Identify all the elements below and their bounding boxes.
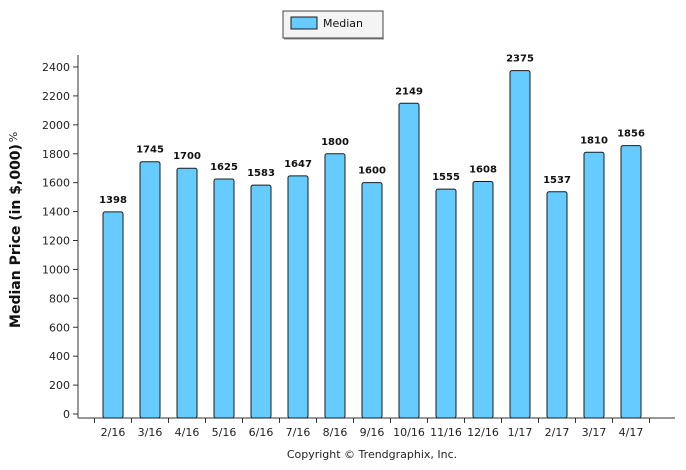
data-label-2-16: 1398 [99,195,127,206]
bar-1-17 [509,70,531,419]
data-label-5-16: 1625 [210,162,238,173]
legend-label-median: Median [323,17,363,30]
copyright-text: Copyright © Trendgraphix, Inc. [287,448,457,461]
x-tick-label: 12/16 [467,426,499,439]
bar-3-17 [583,151,605,419]
x-tick-label: 7/16 [286,426,311,439]
x-tick-label: 10/16 [393,426,425,439]
data-label-12-16: 1608 [469,165,497,176]
data-label-6-16: 1583 [247,168,275,179]
bar-8-16 [324,153,346,419]
bar-11-16 [435,188,457,419]
x-tick-label: 4/16 [175,426,200,439]
y-tick-label: 1400 [42,206,70,219]
bar-3-16 [139,161,161,419]
y-tick-label: 400 [49,350,70,363]
bar-12-16 [472,181,494,419]
x-tick-label: 8/16 [323,426,348,439]
x-tick-label: 3/16 [138,426,163,439]
x-tick-label: 4/17 [619,426,644,439]
data-label-8-16: 1800 [321,137,349,148]
x-tick-label: 5/16 [212,426,237,439]
y-tick-label: 1000 [42,263,70,276]
data-label-7-16: 1647 [284,159,312,170]
x-tick-label: 2/17 [545,426,570,439]
bar-2-17 [546,191,568,419]
data-labels: 1398 1745 1700 1625 1583 1647 1800 1600 2149 1555… [99,54,645,206]
data-label-9-16: 1600 [358,166,386,177]
x-tick-label: 3/17 [582,426,607,439]
y-tick-label: 1600 [42,177,70,190]
bar-5-16 [213,178,235,419]
data-label-11-16: 1555 [432,172,460,183]
y-tick-label: 800 [49,292,70,305]
y-ticks: 0 200 400 600 800 1000 1200 1400 1600 1800 2000 220… [42,61,78,421]
y-tick-label: 2200 [42,90,70,103]
y-tick-label: 2000 [42,119,70,132]
data-label-4-17: 1856 [617,129,645,140]
y-tick-label: 2400 [42,61,70,74]
bar-4-16 [176,167,198,419]
bar-2-16 [102,211,124,419]
y-tick-label: 1200 [42,235,70,248]
y-tick-label: 1800 [42,148,70,161]
x-tick-label: 1/17 [508,426,533,439]
y-tick-label: 200 [49,379,70,392]
x-tick-label: 9/16 [360,426,385,439]
bar-10-16 [398,102,420,419]
legend-swatch-median [290,16,318,30]
data-label-10-16: 2149 [395,86,423,97]
y-axis-title-suffix: % [7,132,20,142]
x-tick-label: 2/16 [101,426,126,439]
legend: Median [282,10,384,40]
x-tick-label: 11/16 [430,426,462,439]
data-label-1-17: 2375 [506,54,534,65]
y-axis-title: Median Price (in $,000) [8,144,24,328]
bar-6-16 [250,184,272,419]
bar-4-17 [620,145,642,419]
y-tick-label: 600 [49,321,70,334]
bar-7-16 [287,175,309,419]
data-label-3-17: 1810 [580,135,608,146]
data-label-3-16: 1745 [136,145,164,156]
data-label-4-16: 1700 [173,151,201,162]
x-ticks: 2/16 3/16 4/16 5/16 6/16 7/16 8/16 9/16 10/16 11/… [94,418,650,439]
bars [102,70,642,419]
data-label-2-17: 1537 [543,175,571,186]
x-tick-label: 6/16 [249,426,274,439]
bar-9-16 [361,182,383,419]
y-tick-label: 0 [63,408,70,421]
